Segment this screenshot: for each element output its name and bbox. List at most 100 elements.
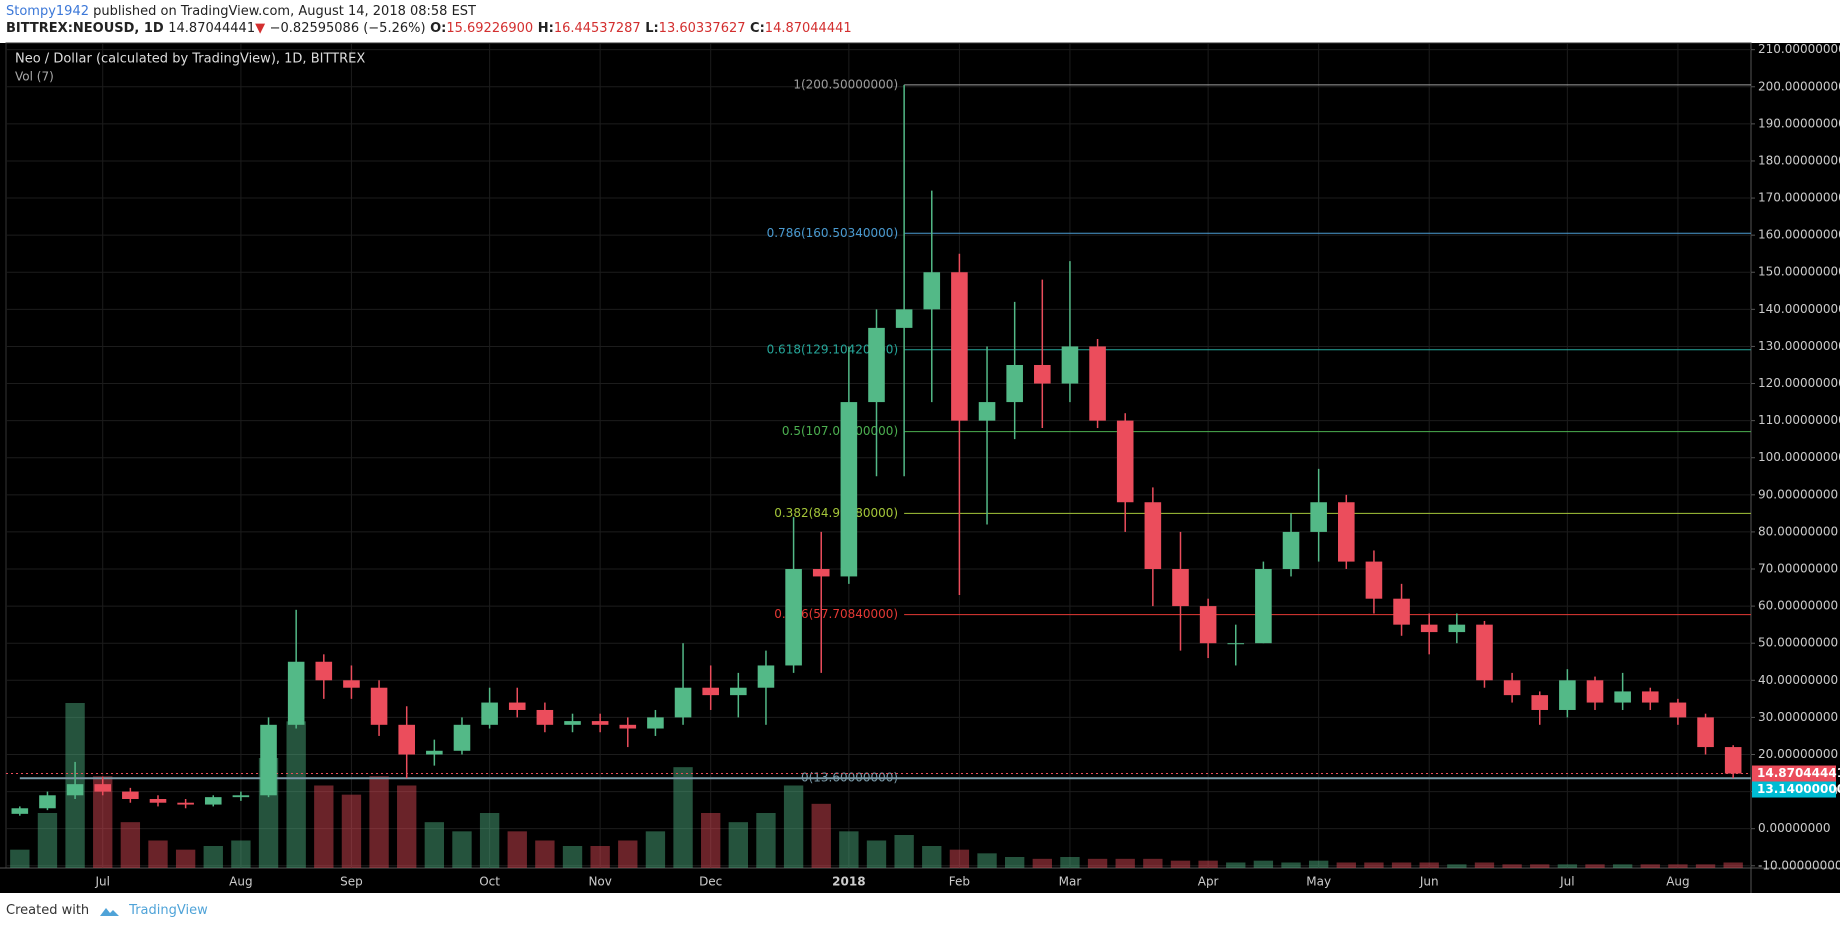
candle-body: [1089, 346, 1106, 421]
candle-body: [287, 661, 305, 725]
price-bubble-label: 14.87044441: [1757, 766, 1840, 780]
candle-body: [481, 702, 498, 725]
fib-label: 0.5(107.05000000): [782, 424, 898, 438]
author[interactable]: Stompy1942: [6, 4, 89, 19]
candle-body: [757, 665, 775, 688]
y-tick-label: 90.00000000: [1758, 487, 1838, 501]
x-tick-label: Jun: [1419, 875, 1439, 889]
x-tick-label: Nov: [588, 875, 611, 889]
volume-bar: [1087, 858, 1108, 868]
y-tick-label: 180.00000000: [1758, 153, 1840, 167]
y-tick-label: 100.00000000: [1758, 450, 1840, 464]
candle-body: [674, 687, 692, 718]
y-tick-label: 200.00000000: [1758, 79, 1840, 93]
candle-body: [840, 402, 858, 577]
candle-body: [895, 309, 913, 328]
y-tick-label: 20.00000000: [1758, 747, 1838, 761]
volume-bar: [645, 831, 666, 868]
quote-line: BITTREX:NEOUSD, 1D 14.87044441▼ −0.82595…: [6, 21, 852, 36]
y-tick-label: 60.00000000: [1758, 599, 1838, 613]
price-bubble: [1752, 765, 1836, 782]
volume-bar: [922, 846, 942, 868]
volume-bar: [562, 846, 583, 868]
volume-bar: [1474, 862, 1495, 868]
y-tick-label: 120.00000000: [1758, 376, 1840, 390]
candle-body: [1697, 717, 1714, 748]
candle-body: [1393, 598, 1410, 625]
candle-body: [1420, 624, 1438, 633]
fib-label: 0.786(160.50340000): [767, 226, 899, 240]
candle-body: [1448, 624, 1466, 633]
chart-background: [0, 43, 1840, 893]
volume-bar: [1170, 860, 1191, 868]
candle-body: [94, 784, 112, 792]
candle-body: [1006, 364, 1023, 403]
candle-body: [1476, 624, 1493, 681]
brand[interactable]: TradingView: [129, 903, 208, 918]
ohlc-key: C:: [750, 21, 765, 36]
candle-body: [1061, 346, 1079, 384]
y-tick-label: 110.00000000: [1758, 413, 1840, 427]
candle-body: [453, 724, 471, 751]
volume-bar: [1530, 864, 1550, 868]
volume-bar: [949, 849, 970, 868]
candle-body: [343, 680, 360, 688]
ohlc-value: 13.60337627: [658, 21, 746, 36]
volume-bar: [701, 813, 721, 868]
candle-body: [149, 799, 167, 803]
x-tick-label: Jul: [94, 875, 109, 889]
y-tick-label: 170.00000000: [1758, 191, 1840, 205]
footer: Created with TradingView: [6, 903, 208, 918]
candle-body: [1641, 691, 1659, 703]
volume-bar: [1198, 860, 1218, 868]
volume-bar: [673, 767, 693, 868]
x-tick-label: Jul: [1559, 875, 1574, 889]
candle-body: [730, 687, 747, 696]
ohlc: O:15.69226900 H:16.44537287 L:13.6033762…: [430, 21, 852, 36]
volume-bar: [479, 813, 500, 868]
candle-body: [260, 724, 277, 796]
volume-bar: [314, 785, 334, 868]
volume-bar: [37, 813, 58, 868]
y-tick-label: 150.00000000: [1758, 265, 1840, 279]
volume-bar: [756, 813, 776, 868]
candle-body: [1172, 569, 1189, 607]
arrow: ▼: [255, 21, 266, 36]
candle-body: [1227, 643, 1245, 645]
volume-bar: [1723, 862, 1743, 868]
volume-bar: [231, 840, 251, 868]
y-tick-label: 40.00000000: [1758, 673, 1838, 687]
candle-body: [398, 724, 415, 755]
candle-body: [1255, 569, 1272, 644]
candle-body: [536, 709, 554, 725]
candle-body: [1531, 695, 1549, 710]
ohlc-value: 14.87044441: [764, 21, 852, 36]
volume-bar: [811, 803, 831, 868]
volume-bar: [1060, 857, 1080, 868]
candle-body: [370, 687, 388, 725]
x-tick-label: Aug: [1666, 875, 1689, 889]
ohlc-key: L:: [645, 21, 659, 36]
fib-label: 0(13.60000000): [801, 771, 898, 785]
candle-body: [1199, 606, 1217, 644]
volume-bar: [369, 776, 389, 868]
volume-bar: [1336, 862, 1356, 868]
candle-body: [812, 569, 830, 577]
y-tick-label: 160.00000000: [1758, 228, 1840, 242]
volume-bar: [1502, 864, 1522, 868]
y-tick-label: -10.00000000: [1758, 858, 1840, 872]
fib-label: 0.618(129.10420000): [767, 342, 899, 356]
volume-bar: [535, 840, 555, 868]
candle-body: [868, 327, 885, 403]
volume-bar: [1308, 860, 1329, 868]
candle-body: [204, 797, 222, 805]
volume-bar: [1143, 858, 1163, 868]
x-tick-label: May: [1306, 875, 1331, 889]
candle-body: [426, 750, 443, 755]
volume-bar: [1253, 860, 1274, 868]
created-with: Created with: [6, 903, 90, 918]
logo: [100, 907, 120, 916]
y-tick-label: 190.00000000: [1758, 116, 1840, 130]
volume-bar: [1668, 864, 1688, 868]
volume-bar: [590, 846, 610, 868]
